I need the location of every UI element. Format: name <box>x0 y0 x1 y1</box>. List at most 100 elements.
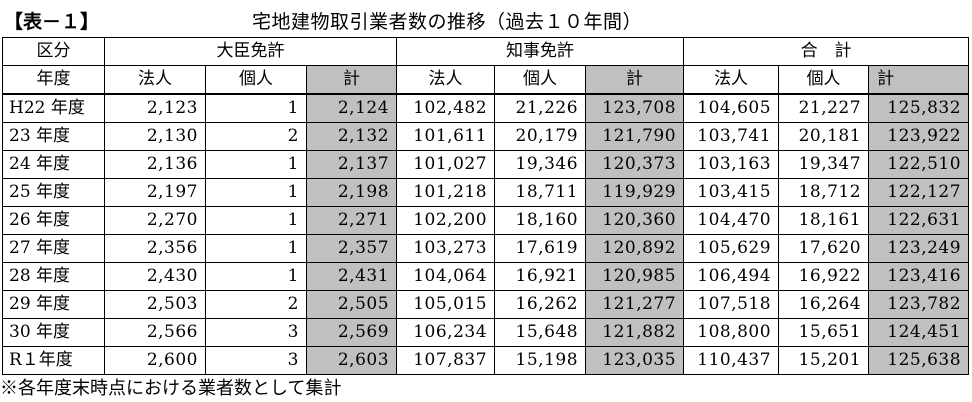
cell-governor-indiv: 16,262 <box>494 290 587 319</box>
cell-minister-indiv: 1 <box>205 262 307 291</box>
cell-total-indiv: 21,227 <box>778 93 870 123</box>
cell-total-indiv: 16,922 <box>778 262 870 291</box>
cell-governor-sum: 120,892 <box>585 234 685 263</box>
cell-governor-indiv: 18,711 <box>494 178 587 207</box>
table-row: 25 年度 2,197 1 2,198 101,218 18,711 119,929 103,… <box>2 178 970 207</box>
cell-total-sum: 124,451 <box>868 318 970 347</box>
cell-minister-indiv: 2 <box>205 290 307 319</box>
header-minister-indiv: 個人 <box>205 65 307 95</box>
table-label: 【表－１】 <box>4 11 100 33</box>
header-row-columns: 年度 法人 個人 計 法人 個人 計 法人 個人 計 <box>2 65 970 95</box>
cell-minister-corp: 2,356 <box>104 234 206 263</box>
table-row: 23 年度 2,130 2 2,132 101,611 20,179 121,790 103,… <box>2 122 970 151</box>
cell-governor-indiv: 17,619 <box>494 234 587 263</box>
cell-governor-indiv: 15,198 <box>494 346 587 375</box>
cell-total-indiv: 16,264 <box>778 290 870 319</box>
cell-minister-indiv: 1 <box>205 206 307 235</box>
cell-minister-corp: 2,270 <box>104 206 206 235</box>
cell-minister-sum: 2,505 <box>305 290 398 319</box>
cell-minister-indiv: 3 <box>205 346 307 375</box>
cell-minister-indiv: 1 <box>205 93 307 123</box>
cell-total-corp: 104,605 <box>683 93 780 123</box>
cell-governor-corp: 103,273 <box>396 234 496 263</box>
cell-minister-sum: 2,431 <box>305 262 398 291</box>
cell-minister-indiv: 1 <box>205 178 307 207</box>
cell-total-sum: 125,638 <box>868 346 970 375</box>
cell-total-sum: 123,249 <box>868 234 970 263</box>
cell-minister-sum: 2,271 <box>305 206 398 235</box>
cell-governor-indiv: 18,160 <box>494 206 587 235</box>
cell-minister-corp: 2,197 <box>104 178 206 207</box>
cell-total-indiv: 15,651 <box>778 318 870 347</box>
cell-governor-corp: 102,200 <box>396 206 496 235</box>
cell-governor-corp: 107,837 <box>396 346 496 375</box>
header-governor-corp: 法人 <box>396 65 496 95</box>
header-total-corp: 法人 <box>683 65 780 95</box>
table-row: H22 年度 2,123 1 2,124 102,482 21,226 123,708 104… <box>2 93 970 123</box>
cell-governor-corp: 102,482 <box>396 93 496 123</box>
cell-governor-sum: 120,360 <box>585 206 685 235</box>
cell-total-sum: 122,510 <box>868 150 970 179</box>
cell-minister-sum: 2,137 <box>305 150 398 179</box>
table-body: H22 年度 2,123 1 2,124 102,482 21,226 123,708 104… <box>2 93 970 375</box>
header-total: 合 計 <box>683 37 970 66</box>
cell-total-sum: 123,922 <box>868 122 970 151</box>
cell-minister-indiv: 2 <box>205 122 307 151</box>
cell-minister-sum: 2,603 <box>305 346 398 375</box>
cell-total-corp: 105,629 <box>683 234 780 263</box>
cell-total-corp: 103,741 <box>683 122 780 151</box>
cell-minister-indiv: 1 <box>205 150 307 179</box>
footnote: ※各年度末時点における業者数として集計 <box>0 378 342 399</box>
cell-total-indiv: 18,712 <box>778 178 870 207</box>
table-row: 30 年度 2,566 3 2,569 106,234 15,648 121,882 108,… <box>2 318 970 347</box>
cell-governor-sum: 121,277 <box>585 290 685 319</box>
header-row-groups: 区分 大臣免許 知事免許 合 計 <box>2 37 970 66</box>
cell-total-corp: 110,437 <box>683 346 780 375</box>
cell-total-sum: 123,416 <box>868 262 970 291</box>
cell-governor-indiv: 19,346 <box>494 150 587 179</box>
cell-total-sum: 122,631 <box>868 206 970 235</box>
cell-total-corp: 106,494 <box>683 262 780 291</box>
cell-governor-sum: 119,929 <box>585 178 685 207</box>
cell-year: 30 年度 <box>2 318 105 347</box>
cell-governor-sum: 120,373 <box>585 150 685 179</box>
header-governor-sum: 計 <box>585 65 685 95</box>
cell-governor-corp: 105,015 <box>396 290 496 319</box>
cell-governor-sum: 121,790 <box>585 122 685 151</box>
cell-year: 25 年度 <box>2 178 105 207</box>
cell-total-corp: 107,518 <box>683 290 780 319</box>
cell-governor-sum: 123,035 <box>585 346 685 375</box>
cell-minister-sum: 2,569 <box>305 318 398 347</box>
header-total-sum: 計 <box>868 65 970 95</box>
header-category: 区分 <box>2 37 105 66</box>
cell-governor-indiv: 15,648 <box>494 318 587 347</box>
cell-total-corp: 108,800 <box>683 318 780 347</box>
table-title: 宅地建物取引業者数の推移（過去１０年間） <box>252 11 643 33</box>
cell-minister-corp: 2,123 <box>104 93 206 123</box>
table-row: 27 年度 2,356 1 2,357 103,273 17,619 120,892 105,… <box>2 234 970 263</box>
cell-year: R１年度 <box>2 346 105 375</box>
cell-governor-corp: 101,611 <box>396 122 496 151</box>
header-minister-sum: 計 <box>305 65 398 95</box>
cell-year: 28 年度 <box>2 262 105 291</box>
header-minister-corp: 法人 <box>104 65 206 95</box>
cell-minister-corp: 2,600 <box>104 346 206 375</box>
cell-governor-corp: 101,218 <box>396 178 496 207</box>
cell-minister-sum: 2,357 <box>305 234 398 263</box>
cell-minister-corp: 2,136 <box>104 150 206 179</box>
cell-year: 26 年度 <box>2 206 105 235</box>
cell-governor-sum: 121,882 <box>585 318 685 347</box>
cell-total-indiv: 20,181 <box>778 122 870 151</box>
cell-governor-corp: 106,234 <box>396 318 496 347</box>
cell-total-indiv: 19,347 <box>778 150 870 179</box>
cell-governor-indiv: 16,921 <box>494 262 587 291</box>
cell-governor-corp: 101,027 <box>396 150 496 179</box>
cell-total-sum: 122,127 <box>868 178 970 207</box>
header-governor-license: 知事免許 <box>396 37 685 66</box>
cell-governor-indiv: 20,179 <box>494 122 587 151</box>
cell-year: H22 年度 <box>2 93 105 123</box>
cell-minister-sum: 2,132 <box>305 122 398 151</box>
cell-minister-corp: 2,430 <box>104 262 206 291</box>
table-row: R１年度 2,600 3 2,603 107,837 15,198 123,035 110,4… <box>2 346 970 375</box>
cell-governor-corp: 104,064 <box>396 262 496 291</box>
